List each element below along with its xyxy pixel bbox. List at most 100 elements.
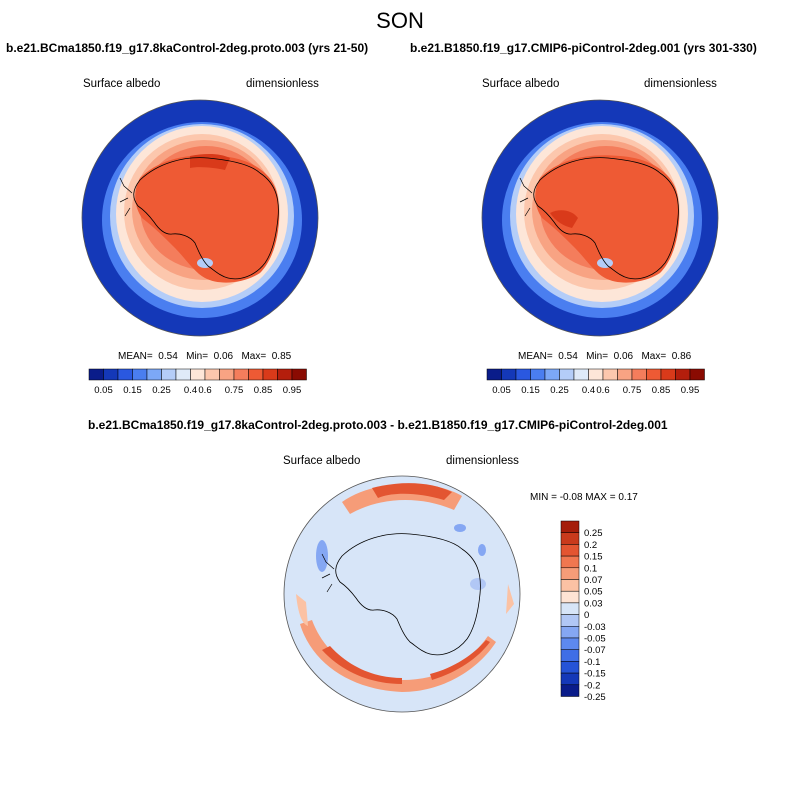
diff-colorbar-swatch <box>560 661 580 674</box>
diff-colorbar-tick-label: 0.1 <box>584 563 597 574</box>
panel-1-max-label: Max= <box>241 351 267 362</box>
diff-colorbar-swatch <box>560 626 580 639</box>
diff-units-label: dimensionless <box>446 455 519 467</box>
panel-2-colorbar-tick-label: 0.4 <box>582 385 595 396</box>
panel-2-variable-label: Surface albedo <box>482 78 560 90</box>
panel-1-colorbar-tick-label: 0.6 <box>198 385 211 396</box>
panel-1-title: b.e21.BCma1850.f19_g17.8kaControl-2deg.p… <box>6 41 369 55</box>
diff-colorbar-swatch <box>560 555 580 569</box>
panel-1-colorbar-swatch <box>161 368 177 381</box>
diff-colorbar-tick-label: -0.2 <box>584 680 600 691</box>
diff-colorbar-tick-label: 0.2 <box>584 540 597 551</box>
panel-1-colorbar-swatch <box>117 368 133 381</box>
diff-colorbar-tick-label: -0.25 <box>584 692 606 703</box>
panel-2-colorbar-swatch <box>689 368 705 381</box>
panel-2-mean-label: MEAN= <box>518 351 553 362</box>
diff-colorbar-swatch <box>560 567 580 580</box>
panel-1-colorbar-swatch <box>132 368 148 381</box>
diff-colorbar-tick-label: 0.15 <box>584 552 603 563</box>
panel-1-colorbar-tick-label: 0.85 <box>254 385 273 396</box>
diff-colorbar-swatch <box>560 602 580 615</box>
diff-colorbar-tick-label: 0 <box>584 610 589 621</box>
panel-1-min-value: 0.06 <box>213 351 234 362</box>
panel-1-colorbar-swatch <box>146 368 162 381</box>
diff-colorbar-swatch <box>560 672 580 686</box>
panel-2-colorbar-tick-label: 0.05 <box>492 385 511 396</box>
panel-1-colorbar-tick-label: 0.15 <box>123 385 142 396</box>
panel-2-units-label: dimensionless <box>644 78 717 90</box>
diff-colorbar-swatch <box>560 649 580 662</box>
diff-colorbar-tick-label: 0.05 <box>584 587 603 598</box>
panel-2-colorbar-swatch <box>675 368 691 381</box>
panel-1-colorbar-swatch <box>190 368 206 381</box>
panel-2-mean-value: 0.54 <box>558 351 578 362</box>
panel-2-colorbar-swatch <box>631 368 647 381</box>
diff-polar-map <box>283 475 521 713</box>
panel-2-min-label: Min= <box>586 351 609 362</box>
diff-colorbar-swatch <box>560 637 580 650</box>
panel-1-mean-value: 0.54 <box>158 351 178 362</box>
panel-1-colorbar-swatch <box>88 368 104 381</box>
diff-colorbar-tick-label: -0.05 <box>584 634 606 645</box>
diff-colorbar-swatch <box>560 520 580 533</box>
panel-2-max-label: Max= <box>641 351 667 362</box>
panel-1-mean-label: MEAN= <box>118 351 153 362</box>
diff-colorbar-swatch <box>560 590 580 604</box>
panel-2-colorbar-swatch <box>544 368 560 381</box>
diff-minmax: MIN = -0.08 MAX = 0.17 <box>530 492 638 503</box>
panel-1-min-label: Min= <box>186 351 209 362</box>
panel-1-polar-map <box>81 99 319 337</box>
panel-2-colorbar-swatch <box>486 368 502 381</box>
panel-2-polar-map <box>481 99 719 337</box>
diff-colorbar-swatch <box>560 579 580 592</box>
panel-1-colorbar-swatch <box>233 368 249 381</box>
panel-1-colorbar-swatch <box>175 368 191 381</box>
panel-1-colorbar-swatch <box>204 368 220 381</box>
panel-2-colorbar-swatch <box>501 368 517 381</box>
panel-1-colorbar-tick-label: 0.25 <box>152 385 171 396</box>
panel-2-colorbar-swatch <box>660 368 676 381</box>
panel-2-title: b.e21.B1850.f19_g17.CMIP6-piControl-2deg… <box>410 41 757 55</box>
panel-1-colorbar-tick-label: 0.4 <box>184 385 197 396</box>
panel-2-colorbar-tick-label: 0.95 <box>681 385 700 396</box>
panel-2-colorbar-tick-label: 0.6 <box>596 385 609 396</box>
panel-1-colorbar-swatch <box>248 368 264 381</box>
diff-colorbar-swatch <box>560 532 580 545</box>
diff-colorbar: 0.250.20.150.10.070.050.030-0.03-0.05-0.… <box>560 520 606 703</box>
panel-2-colorbar-swatch <box>617 368 633 381</box>
diff-colorbar-tick-label: -0.1 <box>584 657 600 668</box>
panel-2-colorbar-tick-label: 0.85 <box>652 385 671 396</box>
panel-2-colorbar-swatch <box>573 368 589 381</box>
panel-1-colorbar-tick-label: 0.75 <box>225 385 244 396</box>
panel-2-colorbar-tick-label: 0.15 <box>521 385 540 396</box>
panel-2-colorbar-tick-label: 0.75 <box>623 385 642 396</box>
panel-2-colorbar-swatch <box>646 368 662 381</box>
diff-colorbar-tick-label: -0.15 <box>584 669 606 680</box>
diff-colorbar-swatch <box>560 614 580 627</box>
diff-title: b.e21.BCma1850.f19_g17.8kaControl-2deg.p… <box>88 418 668 432</box>
panel-2-colorbar-swatch <box>559 368 575 381</box>
panel-1-variable-label: Surface albedo <box>83 78 161 90</box>
panel-2-min-value: 0.06 <box>613 351 634 362</box>
diff-colorbar-tick-label: -0.07 <box>584 645 606 656</box>
panel-1-colorbar-swatch <box>262 368 278 381</box>
panel-2-max-value: 0.86 <box>671 351 692 362</box>
panel-1-colorbar-swatch <box>291 368 307 381</box>
panel-1-colorbar: 0.05 0.15 0.25 0.4 0.6 0.75 0.85 0.95 <box>88 368 307 396</box>
panel-2-colorbar-swatch <box>588 368 604 381</box>
panel-1-max-value: 0.85 <box>271 351 292 362</box>
panel-2-colorbar-swatch <box>602 368 618 381</box>
panel-1-stats: MEAN= 0.54 Min= 0.06 Max= 0.85 <box>118 351 291 362</box>
diff-variable-label: Surface albedo <box>283 455 361 467</box>
panel-2-colorbar: 0.05 0.15 0.25 0.4 0.6 0.75 0.85 0.95 <box>486 368 705 396</box>
panel-1-colorbar-tick-label: 0.95 <box>283 385 302 396</box>
diff-colorbar-tick-label: 0.03 <box>584 598 603 609</box>
panel-1-colorbar-swatch <box>103 368 119 381</box>
diff-colorbar-tick-label: -0.03 <box>584 622 606 633</box>
diff-colorbar-tick-label: 0.25 <box>584 528 603 539</box>
diff-colorbar-swatch <box>560 544 580 557</box>
panel-2-colorbar-swatch <box>515 368 531 381</box>
panel-1-units-label: dimensionless <box>246 78 319 90</box>
panel-1-colorbar-swatch <box>219 368 235 381</box>
diff-colorbar-swatch <box>560 684 580 697</box>
